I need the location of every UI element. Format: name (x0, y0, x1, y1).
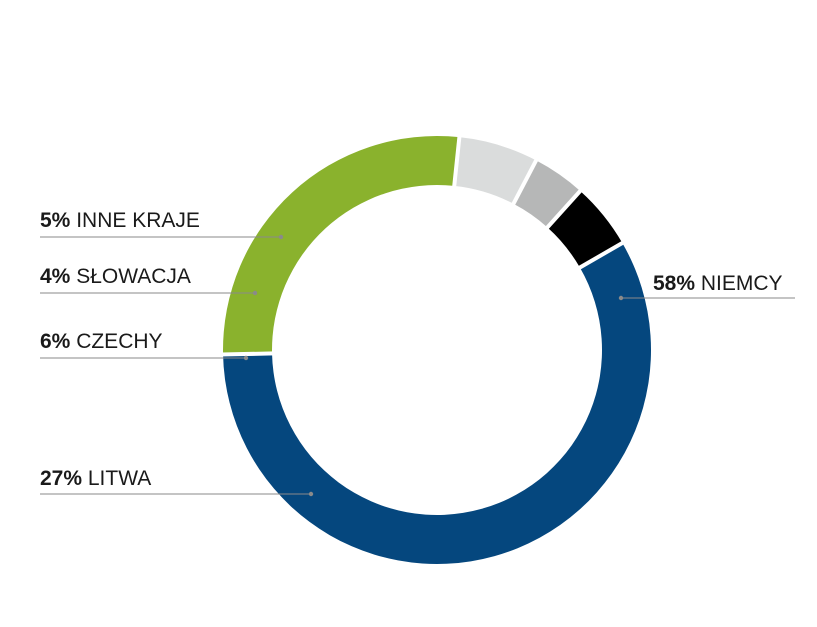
slice-label-percent: 58% (653, 272, 695, 295)
slice-label-percent: 27% (40, 467, 82, 490)
slice-niemcy (223, 243, 651, 565)
leader-dot (243, 355, 249, 361)
slice-label: 27% LITWA (40, 467, 151, 490)
slice-label-percent: 5% (40, 209, 71, 232)
leader-lines (40, 234, 795, 497)
leader-dot (618, 295, 624, 301)
leader-dot (278, 234, 284, 240)
slice-label-category: CZECHY (70, 330, 162, 353)
slice-label-category: SŁOWACJA (70, 265, 191, 288)
leader-dot (308, 491, 314, 497)
slice-inne-kraje (547, 190, 623, 268)
slice-label-category: NIEMCY (695, 272, 783, 295)
slice-separator (544, 188, 584, 231)
slice-labels: 58% NIEMCY 27% LITWA 6% CZECHY 4% SŁOWACJA 5… (40, 209, 783, 490)
slice-separator (577, 240, 626, 271)
donut-slices (221, 134, 651, 565)
slice-separator (510, 157, 539, 207)
slice-label-category: LITWA (82, 467, 151, 490)
slice-label-percent: 4% (40, 265, 71, 288)
slice-label-category: INNE KRAJE (70, 209, 200, 232)
slice-label-percent: 6% (40, 330, 71, 353)
slice-czechy (454, 137, 537, 204)
slice-separator (452, 134, 462, 189)
slice-separator (221, 351, 275, 357)
slice-label: 5% INNE KRAJE (40, 209, 200, 232)
slice-label: 58% NIEMCY (653, 272, 783, 295)
leader-dot (252, 290, 258, 296)
slice-s-owacja (513, 160, 581, 228)
slice-litwa (223, 136, 460, 355)
slice-label: 6% CZECHY (40, 330, 163, 353)
slice-label: 4% SŁOWACJA (40, 265, 191, 288)
